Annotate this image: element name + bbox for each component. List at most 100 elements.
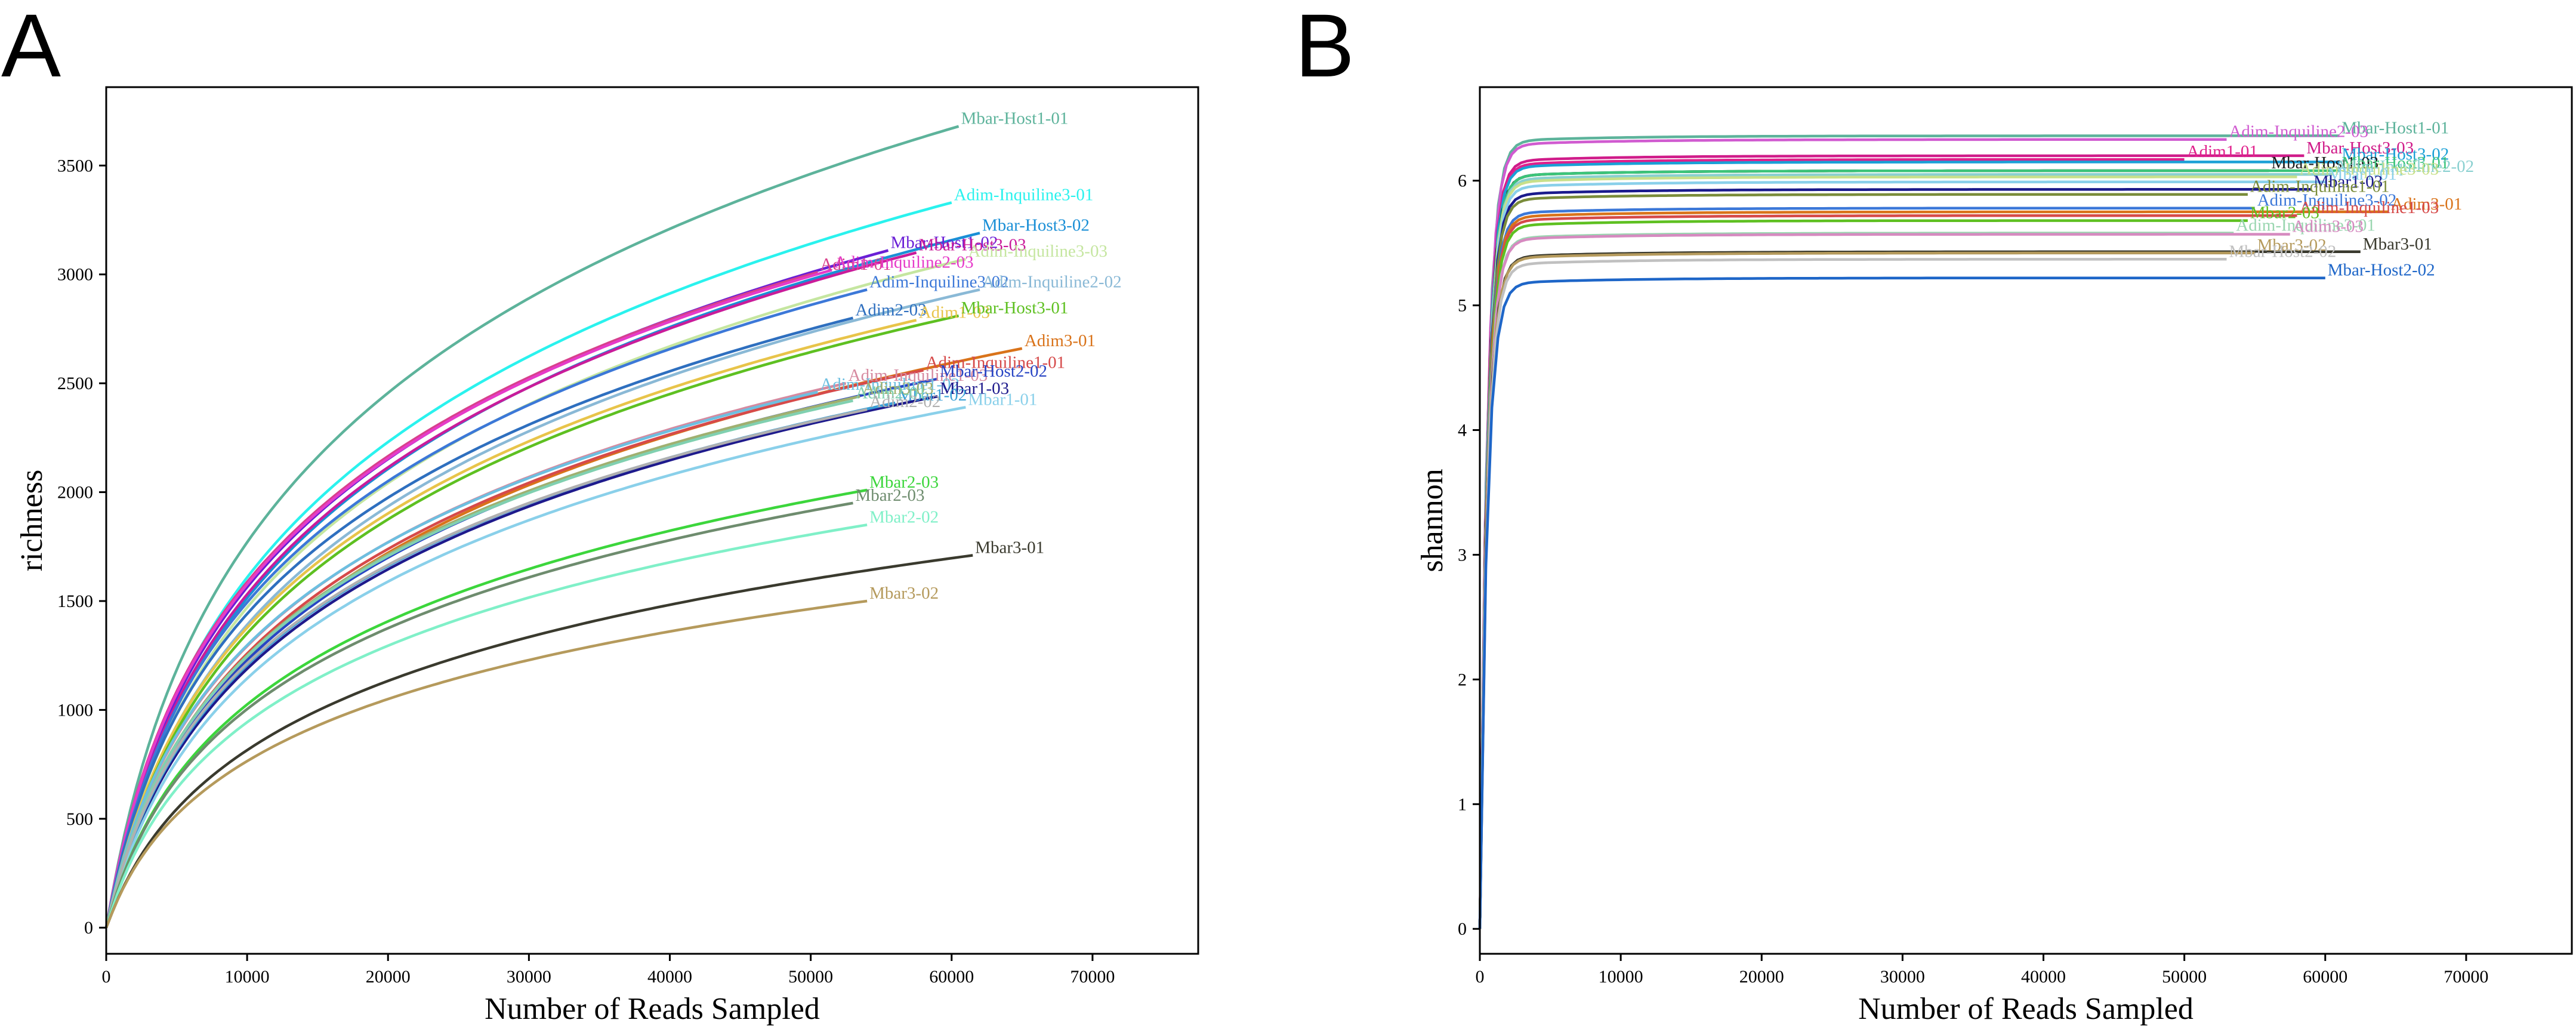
series-label: Mbar-Host1-01	[961, 109, 1069, 128]
series-label: Adim-Inquiline2-02	[982, 272, 1122, 291]
series-line	[1478, 161, 2340, 929]
series-label: Adim-Inquiline3-02	[869, 272, 1009, 291]
series-label: Mbar-Host3-02	[2341, 144, 2449, 164]
x-tick-label: 0	[1476, 967, 1485, 987]
series-label: Mbar2-03	[855, 486, 924, 505]
y-tick-label: 5	[1458, 296, 1467, 316]
series-line	[104, 390, 819, 928]
series-label: Mbar-Host3-01	[961, 298, 1069, 318]
y-tick-label: 6	[1458, 171, 1467, 191]
panel-a-richness-chart: A Mbar-Host1-01Adim-Inquiline3-01Mbar-Ho…	[1, 0, 1199, 1026]
series-line	[1478, 175, 2297, 929]
series-label: Mbar2-02	[869, 507, 939, 526]
series-line	[104, 395, 938, 928]
y-tick-label: 3000	[57, 265, 93, 285]
series-line	[104, 201, 952, 928]
series-label: Adim1-01	[2187, 142, 2258, 161]
panel-a-x-axis-title: Number of Reads Sampled	[485, 992, 820, 1026]
x-tick-label: 30000	[1880, 967, 1925, 987]
series-label: Mbar1-03	[2313, 172, 2383, 191]
series-label: Mbar-Host1-02	[891, 233, 998, 252]
series-line	[104, 406, 966, 928]
panel-b-x-ticks: 0 10000 20000 30000 40000 50000 60000 70000	[1476, 954, 2488, 987]
x-tick-label: 70000	[2444, 967, 2488, 987]
series-line	[1478, 169, 2340, 929]
x-tick-label: 60000	[929, 967, 974, 987]
series-label: Adim-Inquiline1-03	[849, 366, 988, 385]
series-line	[104, 125, 960, 928]
y-tick-label: 3	[1458, 545, 1467, 565]
series-label: Mbar-Host3-03	[919, 235, 1026, 254]
y-tick-label: 4	[1458, 421, 1467, 440]
series-label: Adim-Inquiline2-02	[2335, 157, 2475, 176]
series-label: Adim1-01	[820, 255, 891, 274]
series-line	[1478, 232, 2234, 929]
series-line	[104, 599, 868, 929]
series-line	[104, 319, 917, 928]
panel-a-letter: A	[1, 0, 61, 95]
x-tick-label: 40000	[2021, 967, 2066, 987]
panel-a-curve-labels: Mbar-Host1-01 Adim-Inquiline3-01 Mbar-Host…	[820, 109, 1121, 603]
x-tick-label: 20000	[366, 967, 411, 987]
series-line	[104, 399, 853, 928]
series-label: Mbar3-02	[869, 584, 939, 603]
series-label: Adim-Inquiline1-01	[2250, 177, 2390, 196]
series-label: Adim2-01	[855, 383, 926, 402]
panel-b-x-axis-title: Number of Reads Sampled	[1858, 992, 2194, 1026]
series-label: Adim-Inquiline3-01	[954, 185, 1094, 204]
y-tick-label: 2000	[57, 483, 93, 503]
series-label: Mbar-Host3-01	[2341, 153, 2449, 172]
series-line	[1478, 258, 2227, 929]
series-label: Mbar-Host1-01	[2341, 118, 2449, 137]
y-tick-label: 0	[84, 918, 93, 938]
x-tick-label: 70000	[1070, 967, 1115, 987]
series-line	[1478, 169, 2269, 929]
series-label: Adim-Inquiline2-03	[834, 252, 974, 272]
series-label: Adim1-03	[919, 303, 990, 322]
series-label: Mbar3-01	[975, 538, 1044, 557]
series-line	[104, 523, 868, 928]
series-label: Adim-Inquiline1-03	[2300, 198, 2439, 217]
y-tick-label: 3500	[57, 156, 93, 175]
panel-a-y-ticks: 0 500 1000 1500 2000 2500 3000 3500	[57, 156, 106, 938]
series-label: Adim3-01	[1025, 331, 1096, 350]
series-label: Mbar-Host2-02	[940, 362, 1047, 381]
panel-b-letter: B	[1295, 0, 1355, 95]
series-label: Mbar3-02	[2257, 236, 2327, 255]
series-line	[1478, 173, 2333, 929]
y-tick-label: 1500	[57, 591, 93, 611]
series-label: Adim2-03	[855, 301, 926, 320]
series-line	[1478, 207, 2255, 929]
series-label: Mbar-Host2-02	[2328, 261, 2435, 280]
x-tick-label: 20000	[1739, 967, 1784, 987]
panel-b-y-ticks: 0 1 2 3 4 5 6	[1458, 171, 1480, 939]
series-line	[1478, 210, 2389, 929]
series-line	[104, 408, 868, 928]
x-tick-label: 10000	[1599, 967, 1643, 987]
panel-b-shannon-chart: B Mbar-Host1-01Adim-Inquiline2-03Mbar-Ho…	[1295, 0, 2573, 1026]
series-line	[1478, 233, 2290, 929]
series-line	[104, 554, 973, 929]
series-line	[1478, 180, 2325, 929]
series-line	[104, 488, 868, 928]
series-label: Mbar2-03	[869, 473, 939, 492]
y-tick-label: 500	[66, 809, 93, 829]
x-tick-label: 10000	[225, 967, 270, 987]
series-label: Mbar1-03	[940, 379, 1009, 398]
y-tick-label: 2500	[57, 374, 93, 393]
series-label: Adim-Inquiline2-03	[2229, 122, 2368, 141]
panel-b-y-axis-title: shannon	[1415, 469, 1449, 572]
series-line	[1478, 193, 2248, 929]
series-line	[104, 288, 980, 928]
series-line	[104, 269, 832, 928]
series-line	[1478, 276, 2325, 929]
y-tick-label: 1000	[57, 700, 93, 720]
series-line	[104, 401, 896, 928]
panel-a-x-ticks: 0 10000 20000 30000 40000 50000 60000 70000	[102, 954, 1115, 987]
panel-b-curves	[1478, 134, 2389, 929]
series-label: Adim-Inquiline3-01	[2236, 215, 2376, 235]
series-label: Adim-Inquiline1-02	[820, 375, 960, 394]
series-line	[1478, 154, 2304, 929]
